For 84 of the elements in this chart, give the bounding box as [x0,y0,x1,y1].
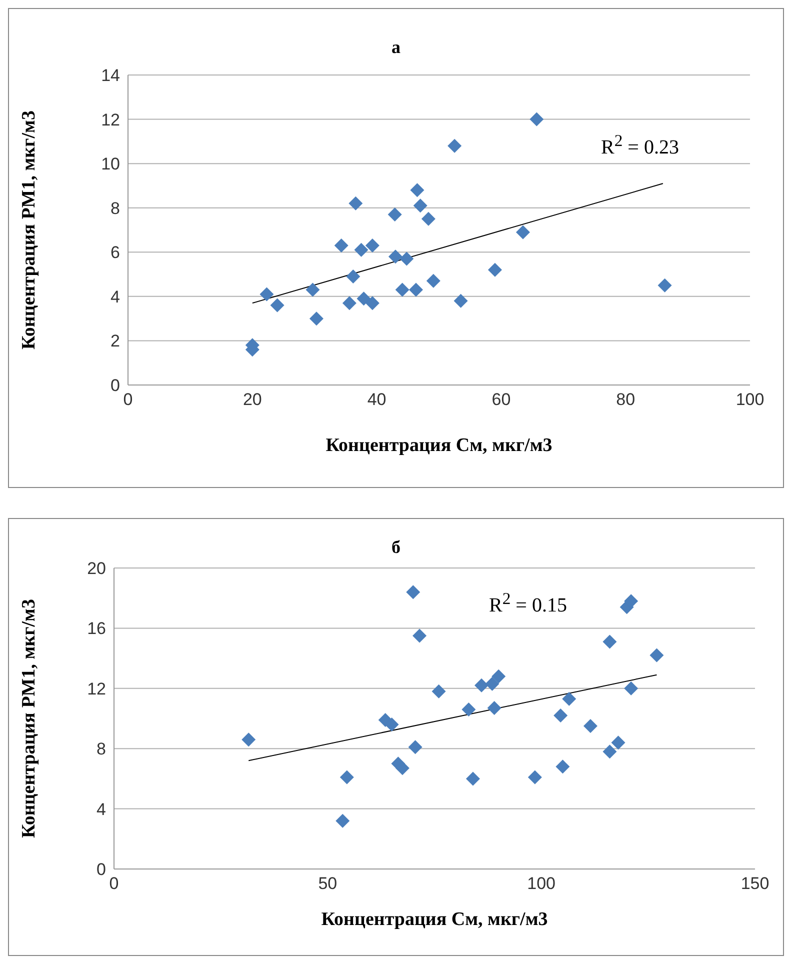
point [602,744,617,759]
y-axis-title: Концентрация PM1, мкг/м3 [18,599,40,838]
annotation: R$^{2}$ = 0.15 [489,589,567,618]
x-tick-label: 50 [318,874,338,894]
point [384,718,399,732]
y-tick-label: 12 [101,110,120,130]
point [412,628,427,643]
point [658,278,672,292]
y-tick-label: 12 [87,679,106,698]
point [413,198,428,213]
chart-title: б [390,537,402,558]
point [556,760,570,774]
point [462,702,476,716]
point [624,594,638,608]
x-axis-title: Концентрация См, мкг/м3 [326,435,552,456]
x-tick-label: 100 [736,390,764,410]
point [562,692,576,706]
point [348,196,363,210]
x-tick-label: 60 [492,390,511,410]
y-tick-label: 0 [96,860,106,880]
point [356,292,371,306]
point [340,770,354,784]
point [354,242,368,257]
point [346,270,360,284]
point [270,298,284,312]
point [388,208,402,222]
point [365,296,380,310]
point [487,700,502,715]
point [454,294,468,308]
point [410,183,424,198]
point [485,676,500,691]
y-tick-label: 10 [101,154,120,174]
point [395,282,410,297]
point [395,761,410,776]
point [554,708,568,722]
point [309,312,324,326]
point [365,238,380,252]
point [602,634,617,649]
point [466,772,480,786]
point [530,112,544,126]
point [650,648,664,662]
point [421,212,436,226]
point [408,740,422,754]
point [260,287,274,302]
point [400,252,414,266]
y-tick-label: 6 [110,243,120,262]
chart-title: а [390,37,402,58]
y-tick-label: 8 [96,740,106,759]
point [528,770,542,784]
y-tick-label: 16 [87,619,106,638]
point [492,669,506,684]
point [611,736,626,750]
point [342,296,356,310]
y-tick-label: 0 [110,376,120,396]
x-tick-label: 100 [527,874,556,894]
y-tick-label: 8 [110,198,120,218]
y-tick-label: 4 [110,287,120,306]
point [448,138,462,153]
x-tick-label: 80 [616,390,636,410]
point [406,585,420,600]
point [408,282,423,297]
point [474,678,489,692]
x-tick-label: 0 [123,390,133,410]
point [624,681,638,696]
point [432,684,446,698]
point [306,282,320,297]
y-tick-label: 4 [96,800,106,819]
point [242,732,256,747]
point [488,262,502,277]
point [388,250,402,264]
x-tick-label: 40 [367,390,386,410]
point [583,719,598,734]
y-tick-label: 20 [87,559,106,578]
point [426,274,440,288]
point [336,814,350,828]
x-tick-label: 20 [242,390,262,410]
y-axis-title: Концентрация PM1, мкг/м3 [18,110,40,350]
point [334,238,348,252]
x-axis-title: Концентрация См, мкг/м3 [321,909,548,930]
point [516,225,530,240]
y-tick-label: 14 [101,66,120,86]
annotation: R$^{2}$ = 0.23 [601,131,679,160]
y-tick-label: 2 [110,332,120,351]
x-tick-label: 150 [740,874,770,894]
